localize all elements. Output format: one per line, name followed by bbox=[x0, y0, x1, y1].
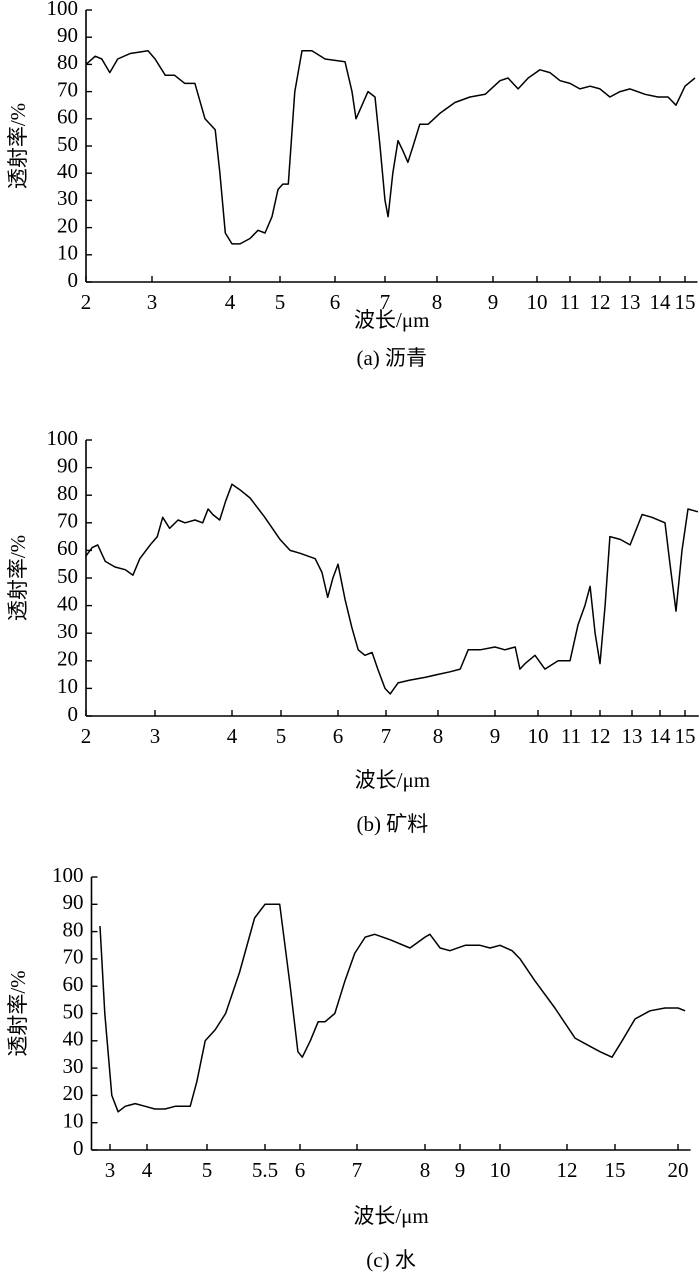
y-tick-label: 40 bbox=[63, 1027, 84, 1051]
x-tick-label: 2 bbox=[81, 290, 92, 314]
x-tick-label: 10 bbox=[490, 1158, 511, 1182]
x-tick-label: 5.5 bbox=[252, 1158, 278, 1182]
x-tick-label: 6 bbox=[295, 1158, 306, 1182]
x-tick-label: 7 bbox=[352, 1158, 363, 1182]
y-tick-label: 60 bbox=[63, 972, 84, 996]
x-tick-label: 15 bbox=[675, 724, 696, 748]
y-axis-label: 透射率/% bbox=[6, 535, 30, 621]
x-tick-label: 12 bbox=[590, 290, 611, 314]
y-tick-label: 50 bbox=[57, 564, 78, 588]
x-tick-label: 9 bbox=[488, 290, 499, 314]
x-tick-label: 6 bbox=[333, 724, 344, 748]
x-tick-label: 12 bbox=[557, 1158, 578, 1182]
x-tick-label: 7 bbox=[381, 724, 392, 748]
y-tick-label: 10 bbox=[57, 241, 78, 265]
x-axis-label: 波长/μm bbox=[355, 768, 430, 792]
y-tick-label: 30 bbox=[57, 619, 78, 643]
x-tick-label: 9 bbox=[490, 724, 501, 748]
x-tick-label: 5 bbox=[276, 724, 287, 748]
y-tick-label: 20 bbox=[63, 1081, 84, 1105]
y-tick-label: 40 bbox=[57, 591, 78, 615]
y-tick-label: 10 bbox=[63, 1109, 84, 1133]
y-tick-label: 50 bbox=[57, 132, 78, 156]
x-tick-label: 8 bbox=[432, 290, 443, 314]
y-tick-label: 30 bbox=[63, 1054, 84, 1078]
data-line bbox=[85, 483, 699, 695]
y-tick-label: 40 bbox=[57, 159, 78, 183]
data-line bbox=[99, 903, 686, 1113]
y-tick-label: 90 bbox=[57, 23, 78, 47]
y-tick-label: 100 bbox=[47, 426, 79, 450]
x-tick-label: 10 bbox=[527, 290, 548, 314]
y-tick-label: 100 bbox=[52, 863, 84, 887]
x-tick-label: 4 bbox=[142, 1158, 153, 1182]
x-tick-label: 5 bbox=[202, 1158, 213, 1182]
y-tick-label: 100 bbox=[47, 0, 79, 20]
x-tick-label: 15 bbox=[605, 1158, 626, 1182]
x-tick-label: 8 bbox=[420, 1158, 431, 1182]
y-tick-label: 90 bbox=[63, 890, 84, 914]
x-axis-label: 波长/μm bbox=[354, 308, 429, 332]
x-tick-label: 6 bbox=[330, 290, 341, 314]
y-tick-label: 80 bbox=[63, 917, 84, 941]
caption: (a) 沥青 bbox=[356, 346, 427, 370]
y-tick-label: 50 bbox=[63, 999, 84, 1023]
x-tick-label: 8 bbox=[433, 724, 444, 748]
caption: (b) 矿料 bbox=[357, 812, 429, 836]
y-tick-label: 80 bbox=[57, 50, 78, 74]
y-tick-label: 70 bbox=[57, 77, 78, 101]
x-tick-label: 5 bbox=[275, 290, 286, 314]
x-tick-label: 9 bbox=[455, 1158, 466, 1182]
y-tick-label: 20 bbox=[57, 213, 78, 237]
y-tick-label: 60 bbox=[57, 105, 78, 129]
x-tick-label: 3 bbox=[105, 1158, 116, 1182]
x-tick-label: 11 bbox=[561, 724, 581, 748]
x-tick-label: 15 bbox=[675, 290, 696, 314]
x-tick-label: 14 bbox=[650, 290, 672, 314]
x-tick-label: 20 bbox=[668, 1158, 689, 1182]
x-tick-label: 13 bbox=[622, 724, 643, 748]
y-axis-label: 透射率/% bbox=[6, 103, 30, 189]
x-tick-label: 10 bbox=[528, 724, 549, 748]
y-tick-label: 0 bbox=[73, 1136, 84, 1160]
x-tick-label: 2 bbox=[81, 724, 92, 748]
y-tick-label: 20 bbox=[57, 647, 78, 671]
x-tick-label: 13 bbox=[620, 290, 641, 314]
y-tick-label: 10 bbox=[57, 674, 78, 698]
y-tick-label: 90 bbox=[57, 453, 78, 477]
data-line bbox=[85, 50, 696, 245]
x-axis-label: 波长/μm bbox=[353, 1204, 428, 1228]
y-tick-label: 80 bbox=[57, 481, 78, 505]
y-tick-label: 70 bbox=[57, 509, 78, 533]
x-tick-label: 4 bbox=[225, 290, 236, 314]
y-axis-label: 透射率/% bbox=[6, 970, 30, 1056]
y-tick-label: 0 bbox=[68, 268, 79, 292]
x-tick-label: 3 bbox=[147, 290, 158, 314]
y-tick-label: 30 bbox=[57, 186, 78, 210]
y-tick-label: 0 bbox=[68, 702, 79, 726]
caption: (c) 水 bbox=[366, 1248, 416, 1272]
x-tick-label: 12 bbox=[590, 724, 611, 748]
x-tick-label: 3 bbox=[150, 724, 161, 748]
x-tick-label: 11 bbox=[560, 290, 580, 314]
x-tick-label: 7 bbox=[380, 290, 391, 314]
y-tick-label: 70 bbox=[63, 945, 84, 969]
x-tick-label: 14 bbox=[650, 724, 672, 748]
y-tick-label: 60 bbox=[57, 536, 78, 560]
x-tick-label: 4 bbox=[227, 724, 238, 748]
